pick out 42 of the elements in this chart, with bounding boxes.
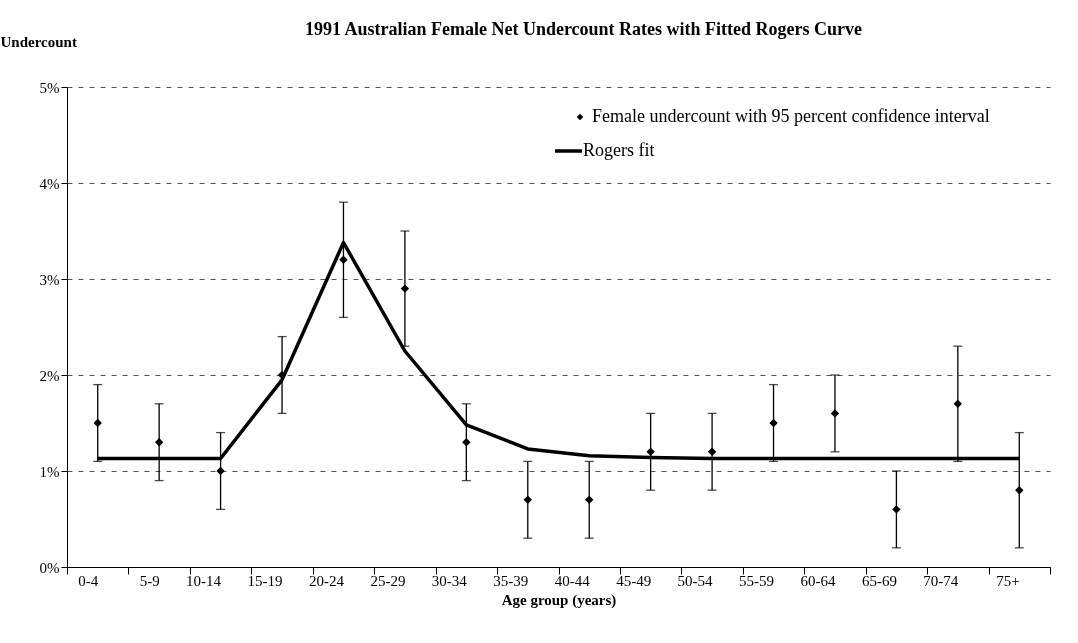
y-axis-title: Undercount <box>0 33 77 50</box>
point <box>953 399 963 408</box>
x-tick-label: 5-9 <box>139 572 160 589</box>
point <box>769 418 778 428</box>
x-tick-label: 50-54 <box>677 572 714 589</box>
point <box>523 495 532 504</box>
x-tick-label: 25-29 <box>370 572 406 589</box>
point <box>1015 486 1024 495</box>
legend-label: Female undercount with 95 percent confidence interval <box>592 106 990 126</box>
y-tick-label: 1% <box>39 463 60 480</box>
point <box>216 466 225 476</box>
x-tick-label: 0-4 <box>78 572 99 589</box>
point <box>646 447 655 456</box>
x-tick-label: 60-64 <box>800 572 836 589</box>
x-axis-title: Age group (years) <box>501 591 617 609</box>
point <box>462 438 471 447</box>
y-tick-label: 5% <box>39 79 60 96</box>
x-tick-label: 10-14 <box>186 572 222 589</box>
point <box>93 418 102 428</box>
x-tick-label: 30-34 <box>431 572 468 589</box>
x-tick-label: 75+ <box>996 572 1020 589</box>
y-tick-label: 2% <box>39 367 60 384</box>
chart-title: 1991 Australian Female Net Undercount Rates with Fitted Rogers Curve <box>304 19 863 39</box>
x-tick-label: 70-74 <box>923 572 959 589</box>
point <box>339 255 348 264</box>
y-tick-label: 4% <box>39 175 60 192</box>
point <box>400 284 410 293</box>
legend-label: Rogers fit <box>583 140 655 160</box>
point <box>154 438 164 447</box>
point <box>585 495 594 504</box>
y-tick-label: 0% <box>39 559 60 576</box>
x-tick-label: 20-24 <box>308 572 345 589</box>
point <box>892 505 901 514</box>
point <box>707 447 717 456</box>
y-tick-label: 3% <box>39 271 60 288</box>
x-tick-label: 15-19 <box>247 572 283 589</box>
point <box>830 409 840 418</box>
x-tick-label: 40-44 <box>554 572 591 589</box>
x-tick-label: 45-49 <box>616 572 652 589</box>
x-tick-label: 35-39 <box>493 572 529 589</box>
x-tick-label: 55-59 <box>739 572 775 589</box>
x-tick-label: 65-69 <box>861 572 897 589</box>
